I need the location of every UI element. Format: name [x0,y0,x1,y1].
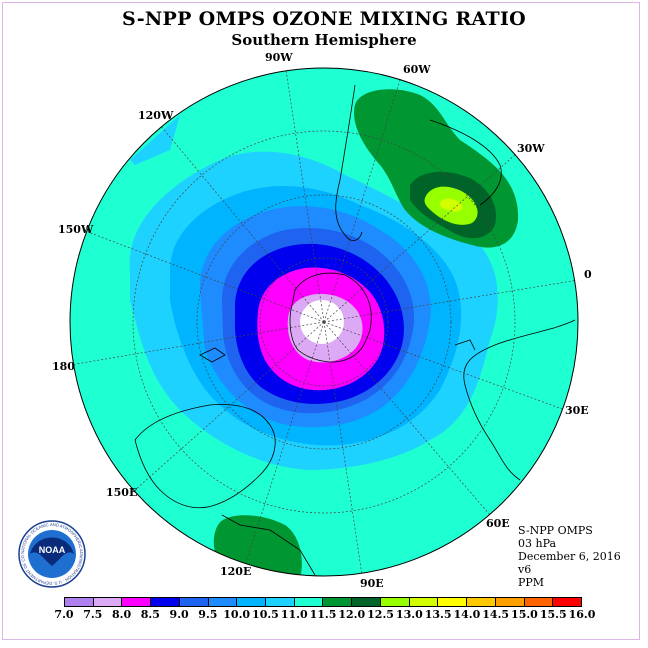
label-30w: 30W [517,142,545,155]
colorbar-tick-label: 9.0 [169,608,189,621]
map-subtitle: Southern Hemisphere [231,31,417,49]
coast-africa-south [463,319,576,481]
latitude-circle-2 [196,194,452,450]
colorbar-tick-label: 13.0 [395,608,423,621]
colorbar-tick-label: 12.0 [338,608,366,621]
label-0: 0 [584,268,592,281]
colorbar-swatch-12 [409,598,439,606]
meridian-120w [159,124,325,323]
latitude-circle-1 [259,257,389,387]
colorbar-tick-label: 14.5 [482,608,510,621]
coast-antarctica [289,272,372,363]
colorbar-tick-label: 15.0 [511,608,538,621]
colorbar-swatch-15 [495,598,525,606]
ozone-contours [70,68,578,576]
colorbar-tick-label: 13.5 [424,608,452,621]
colorbar-swatch-1 [93,598,123,606]
label-150w: 150W [58,223,94,236]
label-60w: 60W [403,63,431,76]
colorbar-tick-label: 12.5 [367,608,394,621]
map-boundary [69,67,579,577]
contour-patch-120w [130,115,180,165]
colorbar-tick-label: 7.5 [83,608,103,621]
info-instrument: S-NPP OMPS [518,524,593,537]
coastlines [134,84,576,576]
info-level: 03 hPa [518,537,557,550]
meridian-90e [323,321,363,576]
info-date: December 6, 2016 [518,550,621,563]
coast-australia [134,404,276,509]
meridian-0 [323,279,578,323]
colorbar-swatch-4 [179,598,209,606]
colorbar-swatch-16 [524,598,554,606]
meridian-90w [285,69,325,323]
colorbar-swatch-5 [208,598,238,606]
meridian-120e [244,321,325,566]
map-title: S-NPP OMPS OZONE MIXING RATIO [121,8,527,30]
colorbar-tick-label: 11.5 [309,608,337,621]
label-120e: 120E [220,565,252,578]
info-version: v6 [518,563,532,576]
colorbar-tick-label: 11.0 [280,608,308,621]
meridian-30e [323,321,566,411]
colorbar-swatch-17 [553,598,581,606]
meridian-60e [323,321,491,516]
colorbar [64,597,582,607]
label-150e: 150E [106,486,138,499]
colorbar-tick-label: 9.5 [198,608,218,621]
coast-new-zealand [199,347,226,363]
colorbar-swatch-6 [237,598,267,606]
colorbar-tick-label: 16.0 [568,608,596,621]
logo-bird-icon [30,537,74,566]
logo-text: NOAA [39,545,66,555]
label-60e: 60E [486,517,510,530]
colorbar-swatch-7 [266,598,295,606]
colorbar-swatch-0 [65,598,94,606]
colorbar-swatch-11 [380,598,410,606]
colorbar-tick-label: 8.0 [111,608,132,621]
coast-africa-north [429,119,502,206]
label-180: 180 [52,360,75,373]
colorbar-tick-label: 15.5 [539,608,567,621]
colorbar-swatch-14 [467,598,496,606]
colorbar-swatch-9 [323,598,353,606]
contour-13-0 [439,198,463,212]
label-30e: 30E [565,404,589,417]
figure-frame [2,2,640,640]
colorbar-swatch-13 [438,598,468,606]
meridian-180 [70,321,325,366]
colorbar-swatch-3 [151,598,180,606]
coast-madagascar [454,339,476,351]
label-90e: 90E [360,577,384,590]
colorbar-tick-label: 8.5 [140,608,160,621]
coast-south-america [335,84,363,241]
info-block: S-NPP OMPS 03 hPa December 6, 2016 v6 PP… [518,524,621,589]
colorbar-tick-label: 7.0 [54,608,74,621]
colorbar-swatch-2 [122,598,152,606]
label-120w: 120W [138,109,174,122]
info-units: PPM [518,576,545,589]
colorbar-swatch-8 [294,598,324,606]
label-90w: 90W [265,51,293,64]
latitude-circle-3 [132,130,516,514]
colorbar-tick-label: 10.0 [223,608,251,621]
colorbar-tick-label: 14.0 [453,608,481,621]
colorbar-tick-label: 10.5 [252,608,279,621]
coast-asia [221,514,316,576]
colorbar-swatch-10 [352,598,381,606]
graticule [70,69,578,576]
noaa-logo: NOAA NATIONAL OCEANIC AND ATMOSPHERIC AD… [18,520,86,588]
